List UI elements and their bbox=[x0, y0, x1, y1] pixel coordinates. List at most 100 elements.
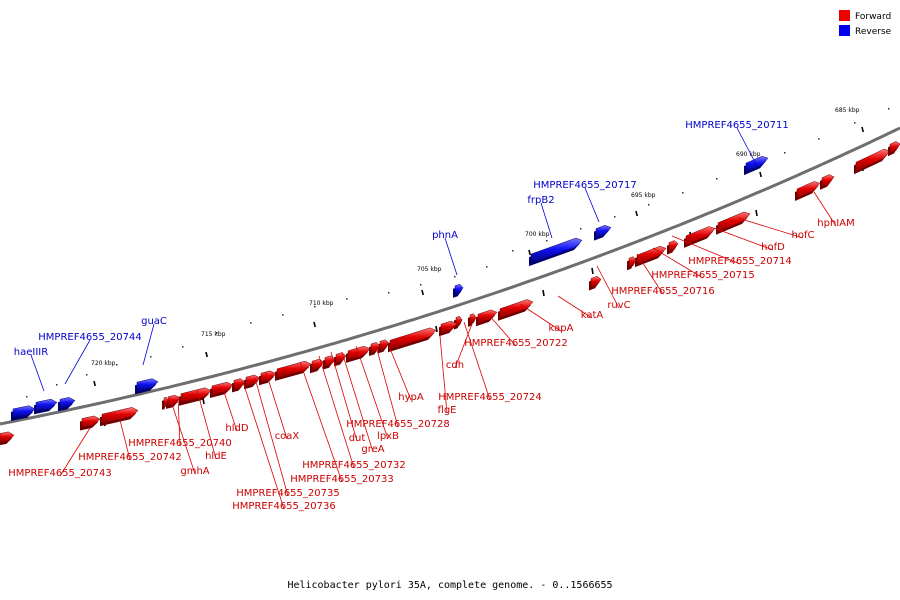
gene-20715[interactable] bbox=[635, 245, 667, 268]
gene-label[interactable]: HMPREF4655_20716 bbox=[611, 286, 714, 297]
gene-arrow[interactable] bbox=[35, 398, 58, 412]
gene-frpB2[interactable] bbox=[529, 237, 583, 267]
gene-20745[interactable] bbox=[0, 431, 15, 446]
gene-label[interactable]: coaX bbox=[275, 431, 300, 442]
gene-hofC[interactable] bbox=[716, 211, 751, 235]
gene-label[interactable]: frpB2 bbox=[527, 195, 554, 206]
gene-arrow[interactable] bbox=[499, 299, 534, 319]
gene-20708[interactable] bbox=[854, 148, 891, 175]
gene-label[interactable]: HMPREF4655_20722 bbox=[464, 338, 567, 349]
gene-arrow[interactable] bbox=[59, 397, 76, 409]
gene-HMPREF4655_20744[interactable] bbox=[58, 397, 76, 412]
gene-arrow[interactable] bbox=[855, 148, 891, 172]
gene-haeIIIR[interactable] bbox=[11, 405, 36, 421]
gene-arrow[interactable] bbox=[636, 245, 667, 265]
gene-label[interactable]: HMPREF4655_20743 bbox=[8, 468, 111, 479]
gene-haeIIIR-2[interactable] bbox=[34, 398, 58, 415]
gene-arrow[interactable] bbox=[685, 226, 716, 246]
gene-HMPREF4655_20717[interactable] bbox=[594, 225, 612, 241]
gene-arrow[interactable] bbox=[0, 431, 15, 443]
gene-arrow[interactable] bbox=[370, 342, 381, 354]
gene-kapA[interactable] bbox=[476, 309, 498, 327]
gene-20742[interactable] bbox=[100, 407, 139, 427]
gene-label[interactable]: hofC bbox=[792, 230, 815, 241]
gene-arrow[interactable] bbox=[136, 378, 159, 392]
gene-20714[interactable] bbox=[667, 240, 679, 255]
gene-label[interactable]: guaC bbox=[141, 316, 167, 327]
gene-cdh[interactable] bbox=[454, 315, 463, 330]
gene-label[interactable]: cdh bbox=[446, 360, 464, 371]
gene-label[interactable]: ruvC bbox=[607, 300, 630, 311]
gene-coaX[interactable] bbox=[259, 370, 277, 386]
gene-arrow[interactable] bbox=[335, 352, 347, 364]
gene-arrow[interactable] bbox=[477, 309, 498, 324]
gene-arrow[interactable] bbox=[469, 313, 477, 325]
gene-arrow[interactable] bbox=[595, 225, 612, 239]
gene-katA[interactable] bbox=[498, 299, 534, 321]
gene-label[interactable]: HMPREF4655_20733 bbox=[290, 474, 393, 485]
gene-arrow[interactable] bbox=[717, 211, 751, 233]
gene-label[interactable]: hofD bbox=[761, 242, 785, 253]
gene-label[interactable]: hldE bbox=[205, 451, 227, 462]
gene-arrow[interactable] bbox=[81, 415, 101, 428]
gene-label[interactable]: haeIIIR bbox=[14, 347, 48, 358]
gene-20724[interactable] bbox=[439, 320, 458, 337]
gene-arrow[interactable] bbox=[590, 276, 602, 288]
gene-hofC-b[interactable] bbox=[795, 181, 821, 202]
gene-label[interactable]: kapA bbox=[549, 323, 574, 334]
gene-hofD[interactable] bbox=[684, 226, 716, 248]
gene-hldE[interactable] bbox=[179, 387, 212, 406]
gene-arrow[interactable] bbox=[530, 237, 583, 264]
gene-arrow[interactable] bbox=[889, 141, 900, 154]
gene-arrow[interactable] bbox=[440, 320, 458, 334]
gene-lpxB[interactable] bbox=[346, 345, 371, 363]
gene-20743[interactable] bbox=[80, 415, 101, 431]
gene-gmhA[interactable] bbox=[162, 396, 169, 410]
gene-label[interactable]: HMPREF4655_20714 bbox=[688, 256, 791, 267]
gene-dut[interactable] bbox=[323, 355, 336, 370]
gene-label[interactable]: lpxB bbox=[377, 431, 399, 442]
gene-20728[interactable] bbox=[369, 342, 381, 357]
gene-phnA[interactable] bbox=[453, 283, 464, 298]
gene-arrow[interactable] bbox=[347, 345, 371, 361]
gene-label[interactable]: HMPREF4655_20744 bbox=[38, 332, 141, 343]
gene-arrow[interactable] bbox=[245, 374, 261, 387]
gene-label[interactable]: HMPREF4655_20735 bbox=[236, 488, 339, 499]
gene-20716[interactable] bbox=[627, 256, 637, 271]
gene-arrow[interactable] bbox=[745, 155, 769, 173]
gene-label[interactable]: hypA bbox=[398, 392, 424, 403]
gene-hypA[interactable] bbox=[378, 339, 390, 354]
gene-arrow[interactable] bbox=[454, 283, 464, 296]
gene-label[interactable]: HMPREF4655_20736 bbox=[232, 501, 335, 512]
gene-label[interactable]: gmhA bbox=[180, 466, 209, 477]
gene-20707[interactable] bbox=[888, 141, 900, 157]
gene-label[interactable]: HMPREF4655_20717 bbox=[533, 180, 636, 191]
gene-arrow[interactable] bbox=[167, 394, 181, 407]
gene-arrow[interactable] bbox=[668, 240, 679, 253]
gene-label[interactable]: hphIAM bbox=[817, 218, 854, 229]
gene-20735[interactable] bbox=[244, 374, 261, 390]
gene-label[interactable]: HMPREF4655_20740 bbox=[128, 438, 231, 449]
gene-arrow[interactable] bbox=[455, 315, 463, 327]
gene-arrow[interactable] bbox=[379, 339, 390, 351]
gene-arrow[interactable] bbox=[163, 396, 169, 408]
gene-label[interactable]: katA bbox=[581, 310, 604, 321]
gene-arrow[interactable] bbox=[101, 407, 139, 424]
gene-flgE[interactable] bbox=[388, 327, 437, 353]
gene-arrow[interactable] bbox=[12, 405, 36, 419]
gene-label[interactable]: HMPREF4655_20732 bbox=[302, 460, 405, 471]
gene-label[interactable]: HMPREF4655_20715 bbox=[651, 270, 754, 281]
gene-label[interactable]: hldD bbox=[225, 423, 248, 434]
gene-arrow[interactable] bbox=[796, 181, 821, 199]
gene-label[interactable]: HMPREF4655_20724 bbox=[438, 392, 541, 403]
gene-label[interactable]: HMPREF4655_20728 bbox=[346, 419, 449, 430]
gene-hphIAM[interactable] bbox=[820, 174, 835, 190]
gene-20736[interactable] bbox=[232, 378, 246, 393]
gene-arrow[interactable] bbox=[311, 358, 325, 371]
gene-arrow[interactable] bbox=[821, 174, 835, 188]
gene-label[interactable]: dut bbox=[349, 433, 366, 444]
gene-label[interactable]: HMPREF4655_20742 bbox=[78, 452, 181, 463]
gene-label[interactable]: phnA bbox=[432, 230, 458, 241]
gene-label[interactable]: HMPREF4655_20711 bbox=[685, 120, 788, 131]
gene-arrow[interactable] bbox=[628, 256, 637, 268]
